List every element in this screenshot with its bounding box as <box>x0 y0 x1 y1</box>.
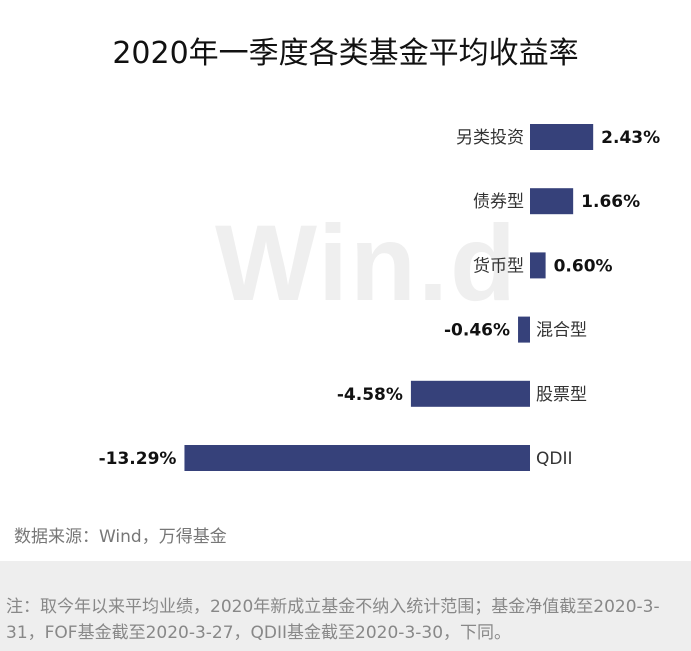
chart-panel: 2020年一季度各类基金平均收益率 Win.d 另类投资 2.43% 债券型 1.66… <box>0 0 691 561</box>
category-label: 混合型 <box>536 321 587 341</box>
category-label: 股票型 <box>536 385 587 405</box>
bar-chart: 另类投资 2.43% 债券型 1.66% 货币型 0.60% 混合型 -0.46% 股票型 -4.… <box>99 124 660 471</box>
bar-2 <box>530 252 546 279</box>
value-label: -4.58% <box>337 385 403 405</box>
bar-4 <box>410 380 530 407</box>
data-source: 数据来源：Wind，万得基金 <box>14 527 227 547</box>
bar-5 <box>184 445 530 471</box>
category-label: 债券型 <box>473 192 524 212</box>
value-label: 0.60% <box>554 256 613 276</box>
value-label: -13.29% <box>99 449 177 469</box>
value-label: -0.46% <box>444 321 510 341</box>
value-label: 1.66% <box>581 192 640 212</box>
bar-3 <box>518 316 530 343</box>
chart-title: 2020年一季度各类基金平均收益率 <box>112 36 579 71</box>
bar-0 <box>530 124 594 150</box>
wind-watermark: Win.d <box>215 202 518 323</box>
footnote: 注：取今年以来平均业绩，2020年新成立基金不纳入统计范围；基金净值截至2020… <box>6 597 660 643</box>
category-label: 另类投资 <box>456 128 524 148</box>
value-label: 2.43% <box>601 128 660 148</box>
category-label: QDII <box>536 449 573 469</box>
category-label: 货币型 <box>473 256 524 276</box>
bar-1 <box>530 188 574 215</box>
